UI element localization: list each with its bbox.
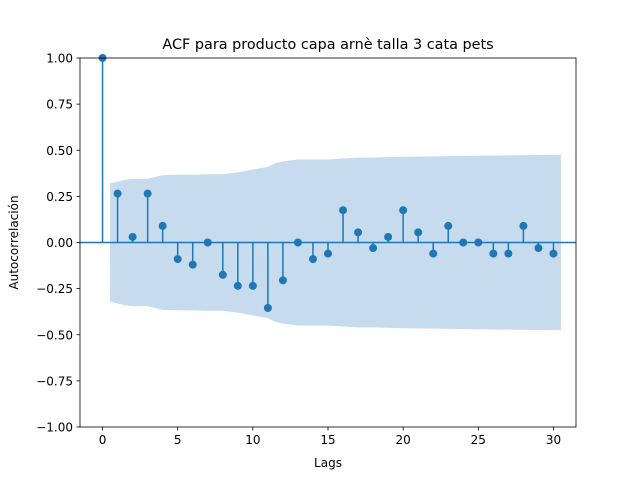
acf-point-lag-13 <box>293 238 302 247</box>
x-tick-label: 5 <box>174 433 182 447</box>
x-tick-label: 20 <box>396 433 411 447</box>
acf-point-lag-28 <box>519 221 528 230</box>
y-tick-label: 0.75 <box>46 98 73 112</box>
acf-point-lag-4 <box>158 221 167 230</box>
acf-point-lag-30 <box>549 249 558 258</box>
y-tick-label: 0.25 <box>46 190 73 204</box>
acf-markers <box>98 54 558 312</box>
acf-point-lag-25 <box>474 238 483 247</box>
y-tick-label: 0.00 <box>46 236 73 250</box>
acf-point-lag-26 <box>489 249 498 258</box>
acf-point-lag-17 <box>354 228 363 237</box>
y-tick-label: −0.25 <box>36 282 73 296</box>
x-tick-label: 25 <box>471 433 486 447</box>
acf-point-lag-20 <box>399 206 408 215</box>
acf-point-lag-7 <box>203 238 212 247</box>
acf-point-lag-9 <box>233 281 242 290</box>
acf-point-lag-24 <box>459 238 468 247</box>
x-axis-label: Lags <box>314 456 342 470</box>
y-tick-label: −0.75 <box>36 374 73 388</box>
acf-point-lag-1 <box>113 189 122 198</box>
x-tick-label: 15 <box>320 433 335 447</box>
acf-point-lag-22 <box>429 249 438 258</box>
y-tick-label: −1.00 <box>36 421 73 435</box>
acf-point-lag-10 <box>248 281 257 290</box>
acf-point-lag-6 <box>188 260 197 269</box>
acf-point-lag-16 <box>339 206 348 215</box>
acf-point-lag-21 <box>414 228 423 237</box>
acf-point-lag-2 <box>128 232 137 241</box>
acf-point-lag-12 <box>278 276 287 285</box>
acf-point-lag-27 <box>504 249 513 258</box>
y-tick-label: 0.50 <box>46 144 73 158</box>
x-tick-label: 30 <box>546 433 561 447</box>
acf-point-lag-8 <box>218 270 227 279</box>
acf-point-lag-3 <box>143 189 152 198</box>
y-tick-label: 1.00 <box>46 52 73 66</box>
chart-title: ACF para producto capa arnè talla 3 cata… <box>162 37 493 53</box>
acf-point-lag-23 <box>444 221 453 230</box>
acf-point-lag-5 <box>173 255 182 264</box>
acf-point-lag-14 <box>308 255 317 264</box>
acf-point-lag-19 <box>384 232 393 241</box>
acf-point-lag-15 <box>324 249 332 258</box>
y-axis-ticks: −1.00 −0.75 −0.50 −0.25 0.00 0.25 0.50 0.75 1.00 <box>36 52 80 435</box>
acf-point-lag-11 <box>263 303 272 312</box>
y-tick-label: −0.50 <box>36 328 73 342</box>
y-axis-label: Autocorrelación <box>7 195 21 289</box>
x-axis-ticks: 0 5 10 15 20 25 30 <box>99 427 561 447</box>
x-tick-label: 0 <box>99 433 107 447</box>
plot-area <box>80 54 576 331</box>
x-tick-label: 10 <box>245 433 260 447</box>
acf-point-lag-29 <box>534 244 543 253</box>
acf-point-lag-18 <box>369 244 378 253</box>
